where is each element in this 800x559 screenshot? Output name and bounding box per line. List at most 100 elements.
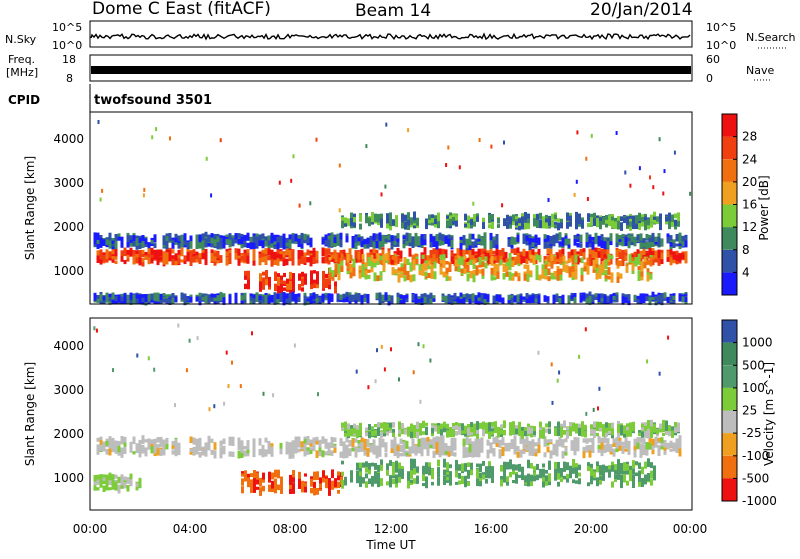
power-ytick-4000: 4000 bbox=[53, 132, 84, 146]
power-cell-1616 bbox=[274, 284, 277, 291]
velocity-cell-565 bbox=[526, 436, 529, 445]
power-cell-2123 bbox=[341, 217, 344, 221]
power-cell-1911 bbox=[494, 268, 497, 276]
power-cell-28 bbox=[115, 250, 118, 255]
velocity-cell-523 bbox=[499, 441, 502, 446]
power-cell-3271 bbox=[640, 296, 643, 304]
power-cell-2327 bbox=[515, 221, 518, 225]
power-cell-2556 bbox=[97, 299, 100, 303]
power-cell-3336 bbox=[501, 203, 503, 207]
velocity-cell-1260 bbox=[572, 479, 575, 483]
power-cell-1200 bbox=[379, 244, 382, 247]
velocity-cell-586 bbox=[538, 438, 541, 445]
velocity-cell-1449 bbox=[392, 433, 395, 437]
power-cell-1785 bbox=[401, 274, 404, 278]
power-cell-1088 bbox=[289, 242, 292, 245]
velocity-cell-1172 bbox=[503, 462, 506, 469]
velocity-cell-1394 bbox=[353, 424, 356, 428]
velocity-cell-81 bbox=[151, 446, 154, 453]
power-cell-110 bbox=[172, 249, 175, 253]
velocity-cell-591 bbox=[547, 440, 550, 443]
velocity-cell-1039 bbox=[398, 471, 401, 477]
velocity-cell-1070 bbox=[422, 474, 425, 481]
power-cell-2355 bbox=[536, 220, 539, 228]
power-cell-1620 bbox=[277, 277, 280, 285]
power-cell-3347 bbox=[490, 145, 492, 149]
power-cell-1285 bbox=[442, 235, 445, 238]
power-cell-1120 bbox=[322, 240, 325, 243]
power-cell-592 bbox=[523, 259, 526, 264]
velocity-cell-323 bbox=[355, 452, 358, 455]
velocity-cell-1492 bbox=[425, 423, 428, 426]
power-cell-825 bbox=[106, 239, 109, 245]
velocity-cell-197 bbox=[253, 442, 256, 450]
power-cell-3001 bbox=[427, 295, 430, 303]
velocity-cell-990 bbox=[365, 462, 368, 466]
power-cell-2501 bbox=[644, 220, 647, 228]
velocity-cell-733 bbox=[661, 437, 664, 443]
power-cell-2971 bbox=[403, 297, 406, 304]
velocity-cell-104 bbox=[166, 438, 169, 441]
velocity-cell-465 bbox=[451, 443, 454, 451]
power-cell-1913 bbox=[494, 276, 497, 280]
velocity-cell-923 bbox=[316, 489, 319, 495]
power-cell-2968 bbox=[400, 295, 403, 299]
velocity-cell-1435 bbox=[383, 422, 386, 426]
velocity-cell-466 bbox=[451, 451, 454, 456]
power-cell-714 bbox=[619, 255, 622, 259]
velocity-cell-1060 bbox=[413, 463, 416, 468]
velocity-cell-1249 bbox=[563, 476, 566, 480]
power-cell-2079 bbox=[620, 260, 623, 266]
power-cell-8 bbox=[100, 249, 103, 254]
power-cell-163 bbox=[205, 259, 208, 265]
power-cell-2876 bbox=[325, 295, 328, 298]
power-cell-3319 bbox=[679, 296, 682, 301]
velocity-cell-1287 bbox=[596, 477, 599, 482]
power-cell-1898 bbox=[482, 254, 485, 260]
velocity-cell-897 bbox=[292, 477, 295, 482]
power-cell-1874 bbox=[464, 256, 467, 260]
power-cell-2958 bbox=[391, 296, 394, 304]
power-cell-2815 bbox=[280, 293, 283, 302]
power-cell-2412 bbox=[587, 213, 590, 222]
velocity-cell-1434 bbox=[383, 428, 386, 433]
power-cell-1804 bbox=[413, 256, 416, 259]
power-cell-2100 bbox=[638, 266, 641, 270]
velocity-cell-670 bbox=[613, 449, 616, 457]
power-cell-2350 bbox=[533, 218, 536, 221]
power-cell-232 bbox=[262, 250, 265, 254]
power-cell-2452 bbox=[611, 220, 614, 228]
velocity-cell-1206 bbox=[530, 463, 533, 469]
power-cell-987 bbox=[226, 239, 229, 244]
velocity-cell-579 bbox=[535, 442, 538, 446]
velocity-cell-600 bbox=[553, 444, 556, 453]
velocity-cell-383 bbox=[400, 447, 403, 451]
power-cell-94 bbox=[163, 251, 166, 259]
velocity-cell-1399 bbox=[356, 430, 359, 438]
power-cell-2456 bbox=[614, 221, 617, 227]
power-cell-813 bbox=[97, 240, 100, 244]
velocity-cell-1335 bbox=[629, 466, 632, 470]
power-cell-200 bbox=[238, 259, 241, 266]
power-cell-1334 bbox=[484, 238, 487, 243]
velocity-cell-772 bbox=[100, 477, 103, 484]
velocity-cell-936 bbox=[325, 479, 328, 486]
velocity-cell-693 bbox=[628, 442, 631, 450]
power-cell-2463 bbox=[620, 223, 623, 226]
velocity-cell-1327 bbox=[623, 462, 626, 471]
velocity-cell-626 bbox=[574, 437, 577, 446]
velocity-cell-291 bbox=[331, 450, 334, 456]
velocity-cell-147 bbox=[205, 451, 208, 457]
power-cell-237 bbox=[265, 248, 268, 254]
power-cell-3234 bbox=[610, 294, 613, 303]
velocity-cell-1524 bbox=[449, 428, 452, 434]
power-cell-3033 bbox=[457, 298, 460, 302]
velocity-cell-994 bbox=[368, 463, 371, 469]
power-cell-243 bbox=[271, 258, 274, 267]
velocity-cell-1037 bbox=[398, 463, 401, 469]
power-cell-2274 bbox=[467, 216, 470, 221]
power-cell-215 bbox=[247, 253, 250, 256]
power-cell-2141 bbox=[353, 222, 356, 227]
power-cell-319 bbox=[322, 248, 325, 256]
power-cell-255 bbox=[277, 259, 280, 266]
